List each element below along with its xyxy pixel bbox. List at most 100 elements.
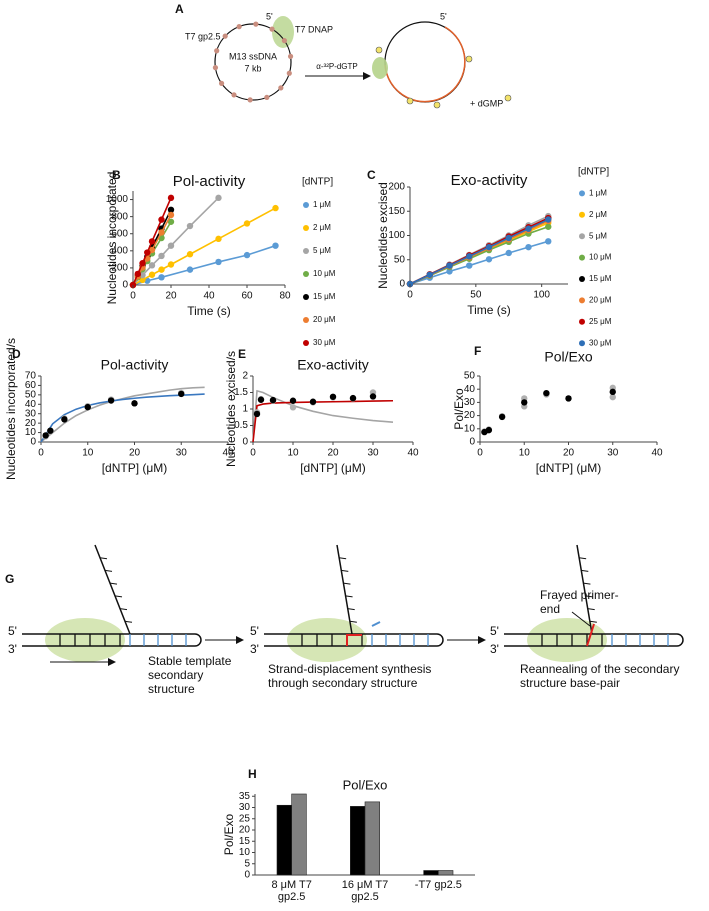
ssb-protein: [264, 94, 270, 100]
legend-label: 30 μM: [589, 338, 612, 347]
new-nucleotide: [346, 634, 362, 646]
y-tick-label: 100: [388, 230, 405, 241]
base-tick: [347, 608, 355, 611]
legend-label: 5 μM: [313, 246, 331, 255]
x-tick-label: 0: [130, 291, 136, 302]
y-axis-label: Pol/Exo: [222, 813, 236, 855]
y-tick-label: 800: [111, 211, 128, 222]
data-point: [498, 413, 506, 421]
hairpin-loop: [676, 633, 684, 647]
base-tick: [579, 557, 587, 560]
data-point: [272, 204, 279, 212]
single-strand: [336, 544, 353, 635]
ssb-protein: [278, 85, 284, 91]
data-point: [257, 396, 265, 403]
data-point: [485, 256, 493, 263]
pointer: [571, 611, 591, 627]
data-point: [309, 398, 317, 405]
data-point: [543, 389, 550, 397]
data-point: [148, 246, 156, 254]
base-tick: [581, 569, 589, 572]
y-tick-label: 0.5: [234, 420, 248, 431]
size-label: 7 kb: [244, 63, 261, 73]
x-tick-label: 10: [519, 448, 531, 459]
ssb-protein: [286, 70, 292, 76]
ssb-protein: [218, 80, 225, 86]
x-axis-label: [dNTP] (μM): [300, 461, 366, 475]
three-prime: 3': [8, 642, 17, 656]
bar: [291, 793, 307, 876]
data-point: [505, 234, 512, 242]
y-tick-label: 0: [244, 870, 250, 881]
x-tick-label: 40: [203, 291, 215, 302]
data-point: [466, 253, 473, 260]
y-tick-label: 400: [111, 245, 128, 256]
template-circle: [214, 23, 292, 101]
legend-swatch: [303, 271, 309, 277]
three-prime: 3': [250, 642, 259, 656]
chart-title: Pol/Exo: [544, 349, 592, 365]
x-tick-label: 30: [176, 448, 188, 459]
y-tick-label: 20: [464, 410, 476, 421]
frayed-end: [586, 623, 595, 647]
x-axis-label: [dNTP] (μM): [536, 461, 602, 475]
ssb-protein: [236, 24, 242, 30]
x-tick-label: 0: [38, 448, 44, 459]
legend-swatch: [579, 318, 585, 325]
data-point: [466, 262, 473, 269]
step-text: Strand-displacement synthesis through se…: [268, 662, 432, 690]
panel-label: C: [367, 168, 376, 182]
base-tick: [339, 557, 347, 560]
polymerase-footprint: [527, 618, 607, 662]
x-tick-label: 20: [563, 448, 575, 459]
x-tick-label: 20: [129, 448, 141, 459]
label-star: [465, 55, 473, 63]
data-point: [158, 229, 165, 236]
data-point: [107, 397, 115, 404]
panel-label: H: [248, 767, 257, 781]
y-tick-label: 600: [111, 228, 128, 239]
data-point: [485, 243, 493, 251]
y-tick-label: 10: [25, 427, 37, 438]
data-point: [148, 271, 156, 278]
y-tick-label: 1.5: [234, 387, 248, 398]
data-point: [144, 277, 151, 284]
data-point: [545, 216, 552, 223]
legend-label: 30 μM: [313, 338, 336, 347]
step-text: Reannealing of the secondary structure b…: [520, 662, 680, 690]
data-point: [329, 393, 337, 400]
legend-label: 10 μM: [589, 253, 612, 262]
x-tick-label: 0: [407, 290, 413, 301]
y-axis-label: Pol/Exo: [452, 388, 466, 430]
y-tick-label: 50: [25, 389, 37, 400]
label-star: [433, 101, 441, 109]
x-tick-label: 10: [287, 448, 299, 459]
ssb-protein: [253, 21, 259, 27]
bar: [350, 806, 366, 876]
x-tick-label: 20: [165, 291, 177, 302]
data-point: [525, 243, 532, 251]
data-point: [243, 220, 251, 227]
y-axis-label: Nucleotides excised: [376, 182, 390, 289]
data-point: [148, 238, 156, 245]
data-point: [369, 393, 377, 400]
y-tick-label: 15: [239, 836, 251, 847]
legend-swatch: [579, 297, 585, 304]
legend-swatch: [303, 294, 309, 300]
data-point: [446, 262, 453, 269]
legend-swatch: [303, 202, 309, 208]
five-prime: 5': [490, 624, 499, 638]
x-tick-label: 100: [533, 290, 550, 301]
panel-label: F: [474, 344, 481, 358]
panel-label: B: [112, 168, 121, 182]
legend-title: [dNTP]: [302, 177, 333, 188]
y-tick-label: 20: [239, 825, 251, 836]
label-star: [406, 97, 414, 105]
data-point: [525, 225, 532, 232]
ssb-protein: [231, 92, 237, 98]
x-tick-label: 80: [279, 291, 291, 302]
data-point: [609, 393, 616, 401]
bar: [276, 804, 292, 876]
data-point: [47, 427, 54, 434]
